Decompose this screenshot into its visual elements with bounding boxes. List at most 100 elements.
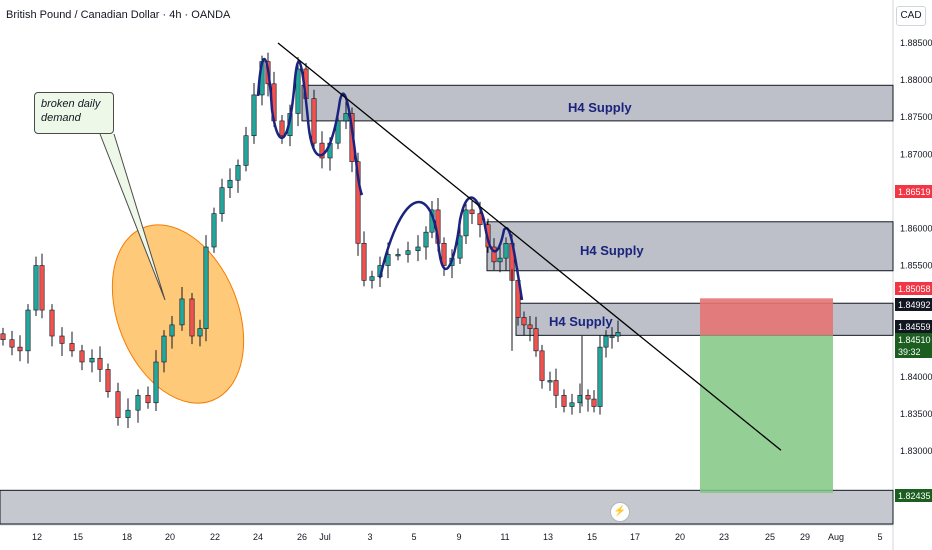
callout-line-2: demand [41, 112, 81, 124]
price-tick-label: 1.87000 [900, 149, 932, 159]
candle-body [361, 242, 367, 281]
candle-body [457, 235, 463, 259]
candle-body [569, 402, 575, 407]
candle-body [597, 346, 603, 407]
candle-body [161, 335, 167, 363]
supply-zone [486, 221, 894, 272]
candle-body [251, 94, 257, 137]
candle-body [17, 346, 23, 352]
price-label: 1.85058 [898, 284, 931, 294]
price-label-tag [895, 345, 932, 358]
time-tick-label: 20 [165, 532, 175, 542]
zone-label-middle: H4 Supply [580, 243, 644, 258]
candle-body [423, 231, 429, 248]
candle-body [311, 98, 317, 144]
time-tick-label: 12 [32, 532, 42, 542]
time-tick-label: 17 [630, 532, 640, 542]
candle-body [59, 335, 65, 344]
pattern-stroke-upper [256, 57, 364, 196]
candle-body [49, 309, 55, 337]
candle-body [235, 165, 241, 181]
price-label-tag [895, 333, 932, 346]
candle-body [547, 380, 553, 383]
candle-body [603, 335, 609, 348]
candle-body [503, 242, 509, 259]
price-label: 1.84559 [898, 322, 931, 332]
zone-label-lower: H4 Supply [549, 314, 613, 329]
trend-line [277, 42, 782, 451]
candle-body [9, 339, 15, 348]
candle-body [243, 135, 249, 166]
price-tick-label: 1.86000 [900, 223, 932, 233]
candle-body [25, 309, 31, 352]
candle-body [441, 242, 447, 266]
candle-body [211, 213, 217, 248]
annotation-callout[interactable]: broken daily demand [34, 92, 114, 134]
price-label: 1.86519 [898, 187, 931, 197]
candle-body [189, 298, 195, 337]
pattern-stroke-lower [378, 196, 524, 301]
candle-body [135, 395, 141, 411]
price-tick-label: 1.83500 [900, 409, 932, 419]
candle-body [343, 113, 349, 122]
time-tick-label: 13 [543, 532, 553, 542]
demand-zone-bottom [0, 489, 894, 525]
candle-body [591, 398, 597, 407]
price-label: 1.82435 [898, 491, 931, 501]
candle-body [125, 409, 131, 418]
time-tick-label: 26 [297, 532, 307, 542]
candle-body [97, 357, 103, 370]
candle-body [335, 120, 341, 144]
candle-body [0, 333, 6, 341]
price-tick-label: 1.83000 [900, 446, 932, 456]
time-tick-label: 18 [122, 532, 132, 542]
candle-body [279, 120, 285, 137]
candle-body [561, 395, 567, 407]
time-tick-label: 25 [765, 532, 775, 542]
time-tick-label: 22 [210, 532, 220, 542]
candle-body [227, 179, 233, 188]
time-tick-label: 5 [411, 532, 416, 542]
candle-body [105, 369, 111, 392]
time-tick-label: 3 [367, 532, 372, 542]
candle-body [553, 380, 559, 396]
price-label-tag [895, 489, 932, 502]
candle-body [79, 350, 85, 363]
candle-body [395, 254, 401, 257]
time-tick-label: 20 [675, 532, 685, 542]
price-label-tag [895, 282, 932, 295]
demand-ellipse [111, 224, 245, 404]
candle-body [463, 209, 469, 237]
price-tick-label: 1.84000 [900, 372, 932, 382]
price-label: 1.84992 [898, 300, 931, 310]
candle-body [355, 161, 361, 244]
take-profit-zone [700, 335, 833, 493]
time-tick-label: Aug [828, 532, 844, 542]
candle-body [145, 395, 151, 404]
stop-loss-zone [700, 298, 833, 336]
callout-line-1: broken daily [41, 98, 101, 110]
lightning-icon[interactable]: ⚡ [610, 502, 630, 522]
time-tick-label: 23 [719, 532, 729, 542]
time-tick-label: 15 [587, 532, 597, 542]
price-label-tag [895, 298, 932, 311]
candle-body [497, 257, 503, 263]
price-tick-label: 1.88500 [900, 38, 932, 48]
candle-body [219, 187, 225, 214]
time-tick-label: 11 [500, 532, 509, 542]
time-tick-label: Jul [319, 532, 331, 542]
candle-body [319, 142, 325, 159]
candle-body [203, 246, 209, 329]
candle-body [405, 250, 411, 255]
time-tick-label: 9 [456, 532, 461, 542]
candle-body [197, 328, 203, 337]
currency-button[interactable]: CAD [896, 6, 926, 26]
chart-title: British Pound / Canadian Dollar · 4h · O… [6, 9, 231, 21]
candle-body [39, 265, 45, 311]
candle-body [179, 298, 185, 326]
candle-body [369, 276, 375, 281]
price-tick-label: 1.87500 [900, 112, 932, 122]
time-tick-label: 15 [73, 532, 83, 542]
